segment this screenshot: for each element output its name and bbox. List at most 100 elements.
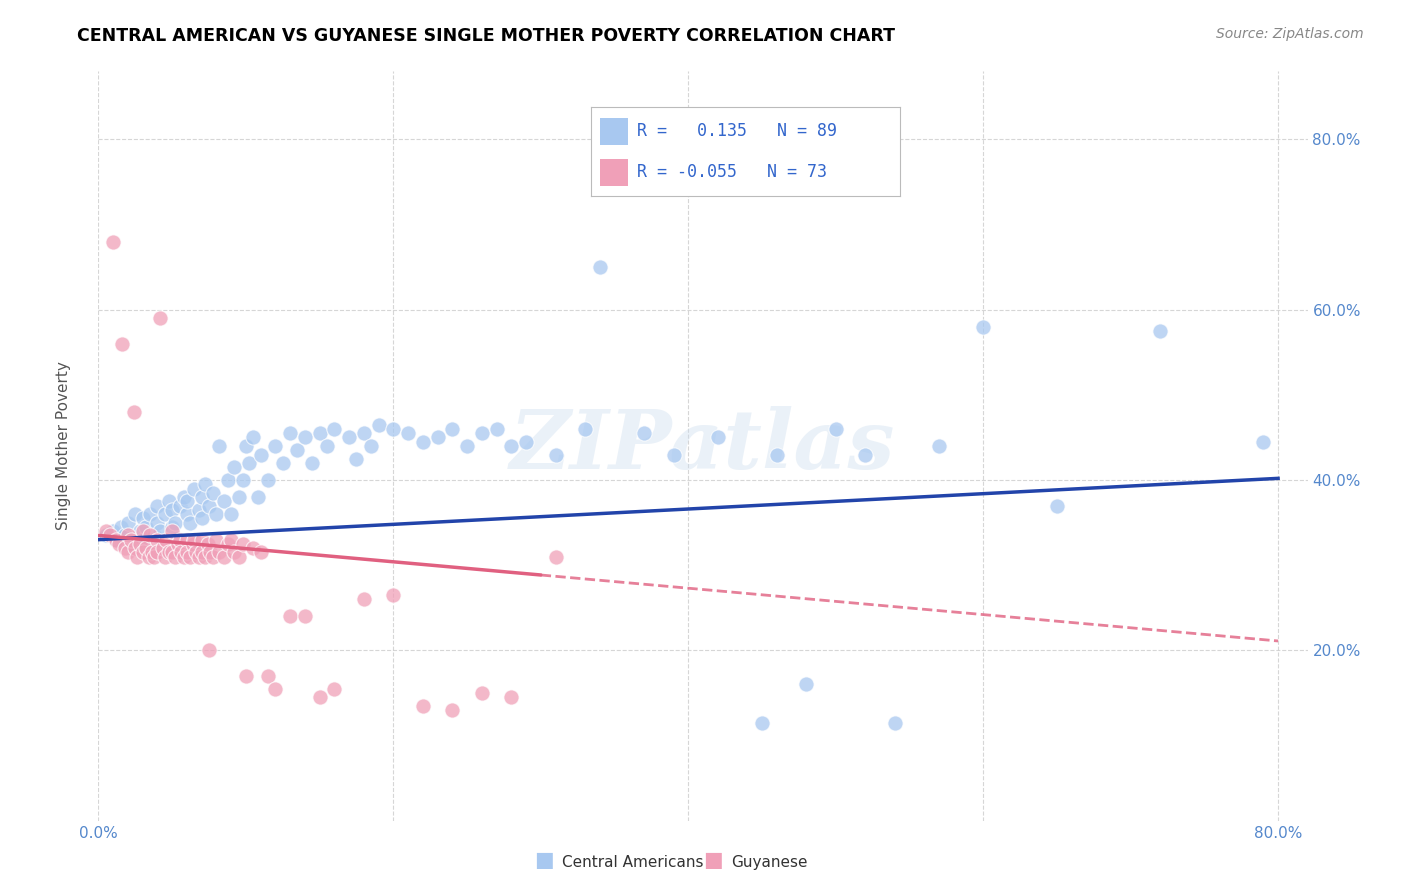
Point [114, 528, 136, 542]
Point [124, 541, 146, 556]
Point [232, 473, 254, 487]
Point [205, 533, 228, 547]
Point [396, 426, 419, 441]
Point [249, 545, 271, 559]
Point [751, 715, 773, 730]
Point [165, 549, 187, 564]
Point [124, 507, 146, 521]
Point [633, 426, 655, 441]
Point [165, 516, 187, 530]
Point [294, 430, 316, 444]
Point [222, 460, 245, 475]
Point [190, 533, 212, 547]
Point [146, 533, 169, 547]
Point [141, 545, 163, 559]
Point [202, 485, 225, 500]
Point [153, 549, 176, 564]
Point [149, 524, 172, 538]
Point [264, 439, 287, 453]
Point [146, 499, 169, 513]
Point [367, 417, 389, 432]
Point [128, 524, 150, 538]
Point [972, 319, 994, 334]
Point [257, 473, 280, 487]
Point [176, 507, 198, 521]
Point [131, 511, 153, 525]
Point [928, 439, 950, 453]
Point [278, 426, 301, 441]
Point [287, 443, 309, 458]
Point [219, 507, 242, 521]
Point [173, 549, 195, 564]
Point [98, 528, 121, 542]
Point [160, 524, 183, 538]
Text: R =   0.135   N = 89: R = 0.135 N = 89 [637, 122, 837, 140]
Point [198, 643, 221, 657]
Point [202, 549, 225, 564]
Bar [600, 159, 627, 186]
Text: ■: ■ [534, 850, 554, 870]
Point [471, 686, 494, 700]
Point [308, 690, 330, 705]
Point [337, 430, 360, 444]
Point [149, 311, 172, 326]
Text: Single Mother Poverty: Single Mother Poverty [56, 361, 70, 531]
Point [94, 528, 117, 542]
Point [544, 448, 567, 462]
Point [157, 494, 180, 508]
Point [294, 609, 316, 624]
Point [208, 439, 231, 453]
Point [143, 549, 166, 564]
Text: R = -0.055   N = 73: R = -0.055 N = 73 [637, 163, 827, 181]
Point [346, 451, 368, 466]
Point [139, 507, 162, 521]
Point [194, 477, 217, 491]
Point [135, 520, 157, 534]
Text: Central Americans: Central Americans [562, 855, 704, 870]
Point [278, 609, 301, 624]
Point [235, 669, 257, 683]
Point [1046, 499, 1069, 513]
Point [212, 549, 235, 564]
Point [160, 545, 183, 559]
Point [183, 482, 205, 496]
Point [169, 499, 191, 513]
Point [323, 422, 346, 436]
Point [173, 490, 195, 504]
Point [883, 715, 905, 730]
Point [105, 533, 128, 547]
Point [249, 448, 271, 462]
Point [257, 669, 280, 683]
Point [194, 549, 217, 564]
Text: Guyanese: Guyanese [731, 855, 807, 870]
Point [246, 490, 269, 504]
Point [110, 520, 132, 534]
Point [128, 537, 150, 551]
Point [1253, 434, 1275, 449]
Text: CENTRAL AMERICAN VS GUYANESE SINGLE MOTHER POVERTY CORRELATION CHART: CENTRAL AMERICAN VS GUYANESE SINGLE MOTH… [77, 27, 896, 45]
Point [139, 528, 162, 542]
Point [135, 541, 157, 556]
Point [228, 490, 250, 504]
Point [242, 541, 264, 556]
Point [264, 681, 287, 696]
Point [131, 524, 153, 538]
Point [589, 260, 612, 275]
Point [501, 439, 523, 453]
Point [153, 507, 176, 521]
Point [190, 490, 212, 504]
Point [131, 533, 153, 547]
Point [1149, 324, 1171, 338]
Point [212, 494, 235, 508]
Point [217, 537, 239, 551]
Point [183, 533, 205, 547]
Text: ■: ■ [703, 850, 723, 870]
Point [176, 545, 198, 559]
Point [101, 524, 124, 538]
Point [794, 677, 817, 691]
Point [706, 430, 728, 444]
Point [131, 545, 153, 559]
Point [360, 439, 382, 453]
Point [117, 516, 139, 530]
Point [308, 426, 330, 441]
